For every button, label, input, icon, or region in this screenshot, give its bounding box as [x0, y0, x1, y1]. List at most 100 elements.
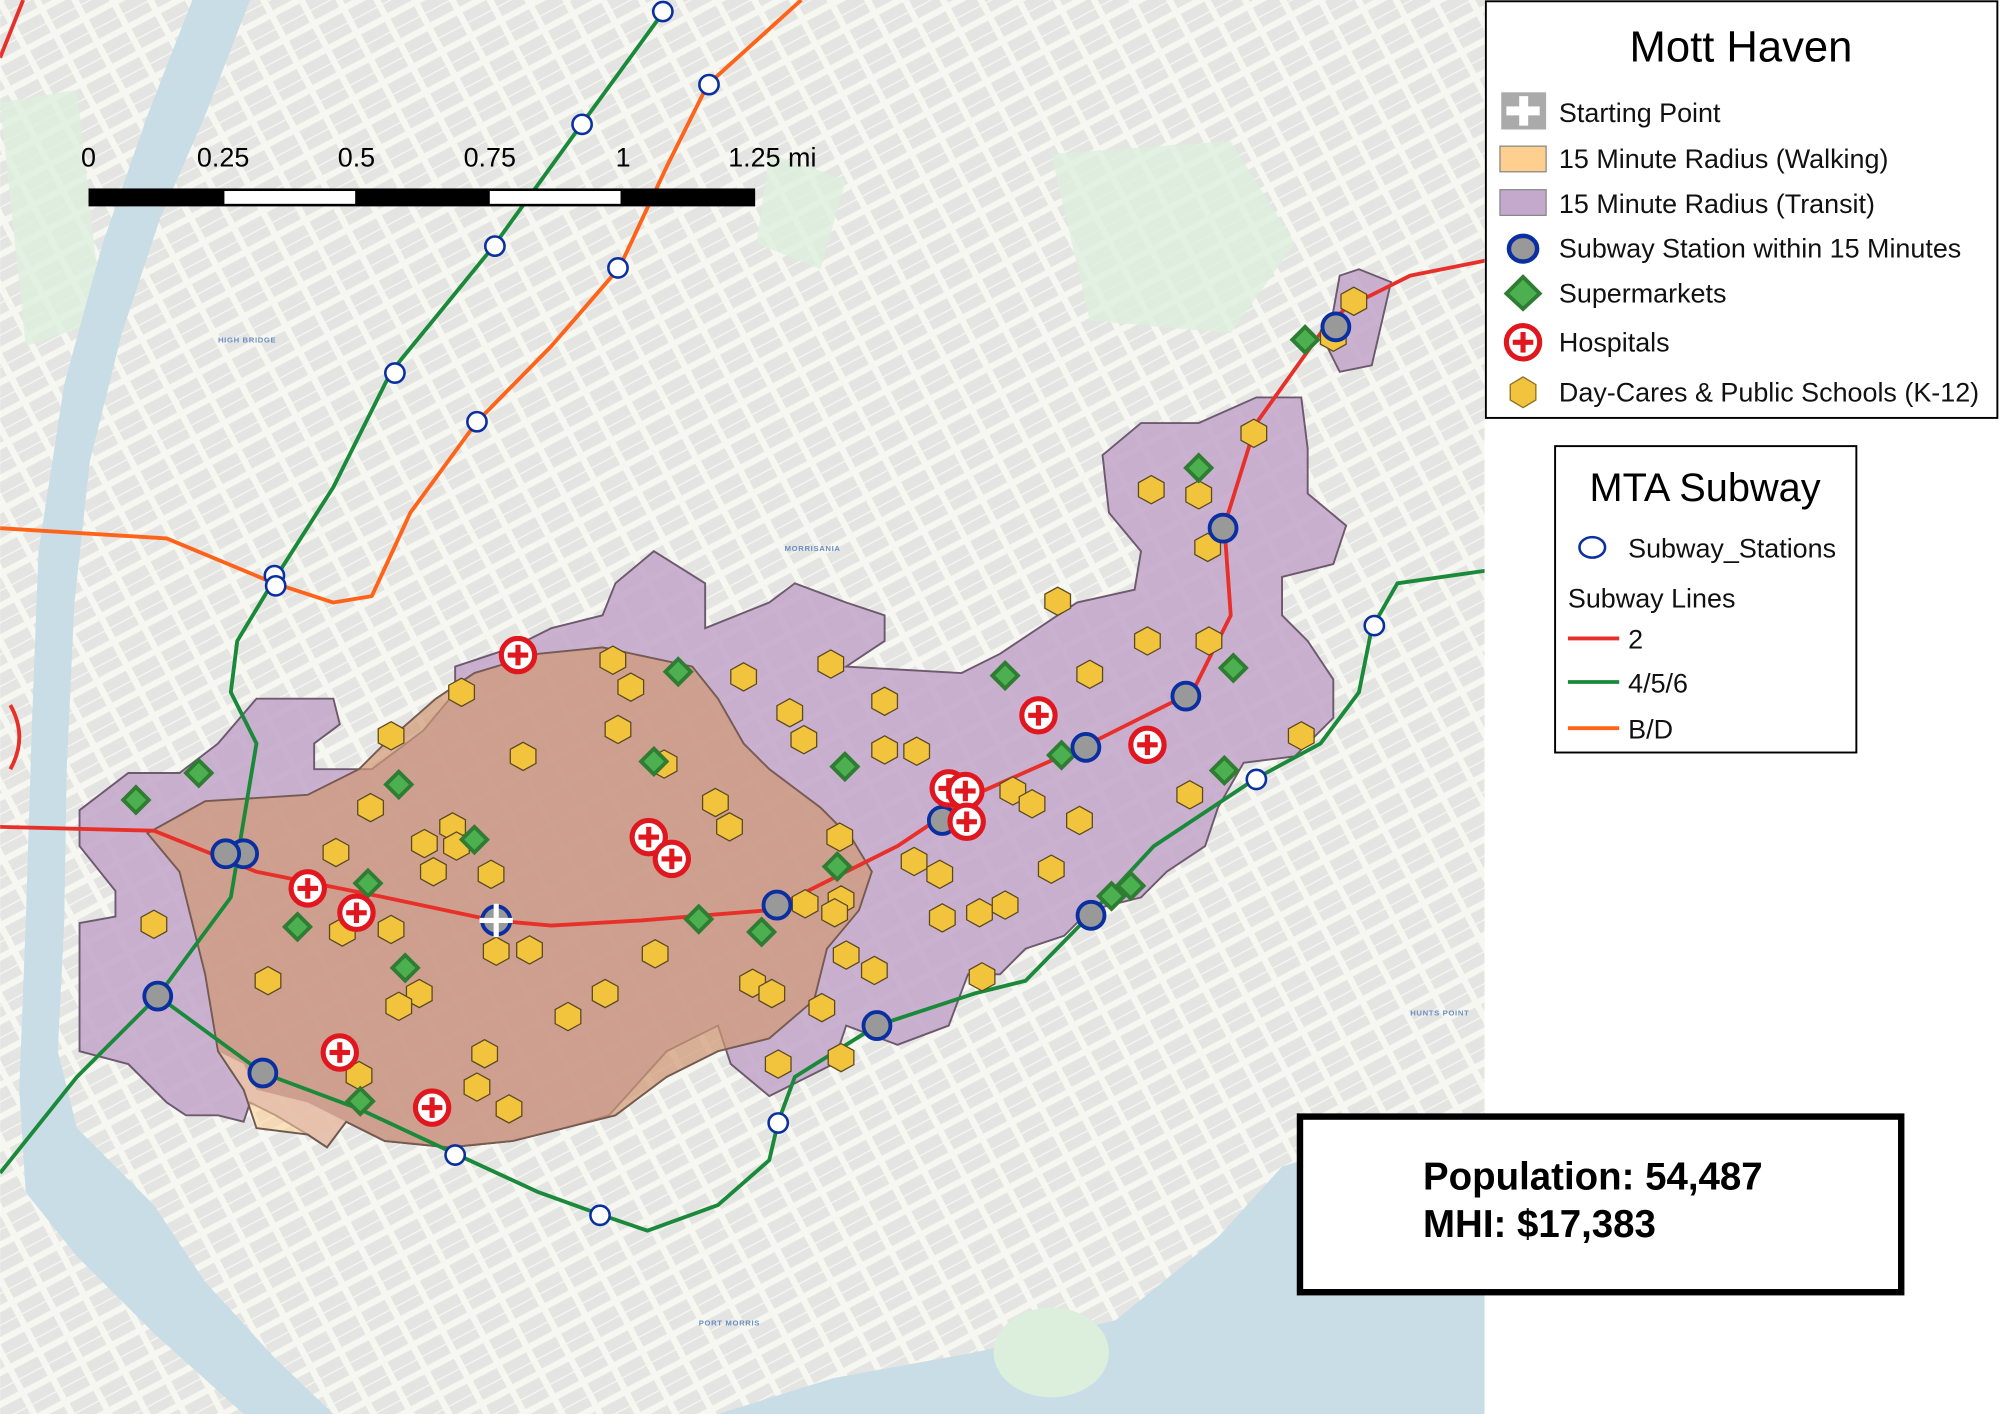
school-hexagon-icon — [1240, 418, 1268, 449]
hospital-icon — [1019, 696, 1058, 735]
school-hexagon-icon — [1037, 854, 1065, 885]
school-hexagon-icon — [604, 714, 632, 745]
supermarket-diamond-icon — [183, 757, 215, 789]
school-hexagon-icon — [1340, 286, 1368, 317]
school-hexagon-icon — [495, 1094, 523, 1124]
subway-line-2 — [8, 704, 22, 771]
hospital-cross-bar — [962, 780, 968, 802]
hospital-icon — [1128, 725, 1167, 765]
school-hexagon-icon — [790, 724, 818, 755]
mhi-text: MHI: $17,383 — [1423, 1203, 1656, 1246]
hospital-icon — [629, 817, 668, 857]
hospital-icon — [337, 893, 376, 932]
subway-station-within-15-icon — [861, 1010, 893, 1041]
scale-tick-label: 1.25 mi — [728, 143, 816, 173]
school-hexagon-icon — [791, 888, 819, 919]
school-hexagon-icon — [776, 697, 804, 728]
school-hexagon-icon — [903, 736, 931, 767]
school-hexagon-icon — [826, 822, 854, 852]
subway-station-within-15-icon — [761, 889, 793, 921]
randalls-island — [993, 1307, 1109, 1398]
school-hexagon-icon — [419, 856, 447, 887]
school-hexagon-icon — [1133, 626, 1161, 656]
subway-station-icon — [698, 73, 720, 96]
school-hexagon-icon — [385, 991, 413, 1022]
school-hexagon-icon — [1076, 659, 1104, 690]
school-hexagon-icon — [448, 677, 476, 708]
school-hexagon-icon — [832, 940, 860, 970]
subway-line-bd — [0, 0, 803, 605]
school-hexagon-icon — [377, 914, 405, 945]
subway-station-icon — [484, 235, 506, 258]
hospital-cross-bar — [515, 644, 521, 666]
map-label-morrisania: MORRISANIA — [785, 544, 841, 553]
map-markers — [120, 0, 1386, 1227]
legend-panel: Mott Haven Starting Point 15 Minute Radi… — [1484, 0, 1999, 419]
subway-legend-title: MTA Subway — [1590, 466, 1821, 510]
hospital-cross-bar — [353, 902, 360, 924]
info-box: Population: 54,487 MHI: $17,383 — [1296, 1113, 1905, 1296]
hospital-cross-bar — [646, 826, 652, 848]
school-hexagon-icon — [716, 812, 743, 842]
supermarket-diamond-icon — [1208, 754, 1240, 786]
supermarket-diamond-icon — [1289, 324, 1321, 356]
scale-bar-segment — [224, 191, 356, 204]
school-hexagon-icon — [405, 978, 433, 1009]
subway-station-icon — [264, 574, 287, 597]
school-hexagon-icon — [808, 992, 836, 1023]
supermarket-diamond-icon — [1095, 880, 1128, 912]
school-legend-icon — [1509, 376, 1537, 409]
supermarket-diamond-icon — [281, 911, 314, 943]
school-hexagon-icon — [591, 978, 619, 1009]
subway-station-icon — [589, 1204, 611, 1227]
school-hexagon-icon — [991, 890, 1019, 920]
subway-legend-panel: MTA Subway Subway_Stations Subway Lines … — [1554, 445, 1858, 754]
supermarket-diamond-icon — [821, 851, 853, 883]
line-label: 2 — [1628, 625, 1643, 655]
subway-station-icon — [571, 113, 593, 136]
scale-tick-label: 0.25 — [197, 143, 249, 173]
school-hexagon-icon — [617, 672, 645, 702]
school-hexagon-icon — [821, 897, 849, 928]
school-hexagon-icon — [701, 787, 729, 818]
school-hexagon-icon — [871, 686, 899, 717]
subway-station-icon — [607, 257, 629, 279]
line-label: B/D — [1628, 714, 1673, 744]
supermarket-diamond-icon — [1045, 739, 1078, 771]
legend-item-label: Hospitals — [1559, 327, 1670, 357]
school-hexagon-icon — [1176, 779, 1204, 810]
school-hexagon-icon — [764, 1049, 792, 1079]
hospital-cross-bar — [964, 811, 970, 832]
subway-station-within-15-icon — [1075, 899, 1107, 931]
supermarket-diamond-icon — [638, 745, 670, 778]
population-text: Population: 54,487 — [1423, 1156, 1763, 1199]
subway-station-within-15-icon — [1320, 311, 1352, 343]
school-hexagon-icon — [322, 837, 350, 868]
subway-station-within-legend-icon — [1506, 233, 1540, 264]
supermarket-diamond-icon — [746, 916, 778, 948]
transit-area-legend-swatch — [1499, 189, 1547, 217]
hospital-cross-bar — [337, 1042, 343, 1063]
school-hexagon-icon — [1287, 721, 1315, 751]
supermarket-diamond-icon — [458, 824, 490, 856]
subway-line-2 — [0, 0, 25, 59]
supermarket-diamond-icon — [120, 784, 152, 816]
school-hexagon-icon — [926, 859, 954, 890]
legend-item-label: Subway Station within 15 Minutes — [1559, 234, 1961, 264]
legend-item-label: Starting Point — [1559, 98, 1721, 128]
subway-station-within-15-icon — [247, 1057, 279, 1089]
line-label: 4/5/6 — [1628, 668, 1688, 698]
supermarket-diamond-icon — [352, 867, 384, 899]
supermarket-diamond-icon — [683, 903, 715, 935]
supermarket-diamond-icon — [383, 769, 415, 801]
starting-point-legend-icon — [1501, 92, 1547, 130]
school-hexagon-icon — [1018, 788, 1046, 819]
scale-tick-label: 1 — [616, 143, 631, 173]
school-hexagon-icon — [1044, 586, 1072, 617]
school-hexagon-icon — [827, 1042, 855, 1073]
school-hexagon-icon — [1195, 626, 1223, 656]
school-hexagon-icon — [410, 828, 438, 859]
hospital-legend-icon — [1503, 323, 1543, 362]
school-hexagon-icon — [641, 938, 669, 969]
subway-station-within-15-icon — [210, 838, 242, 870]
